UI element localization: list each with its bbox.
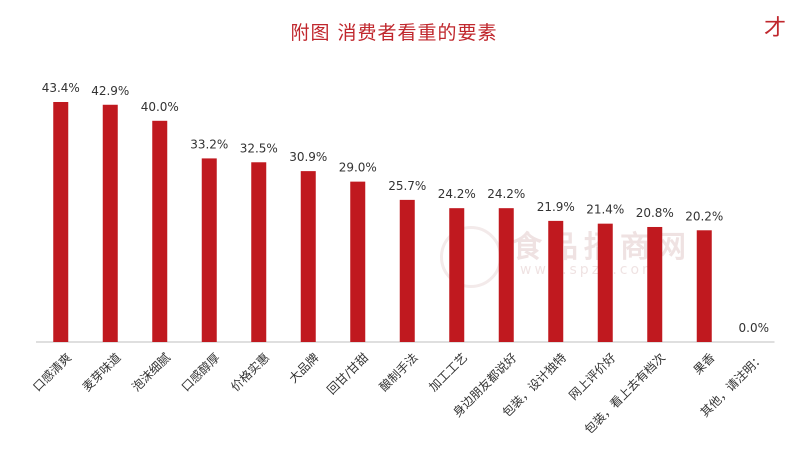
data-label: 25.7% [388, 179, 426, 193]
bar [647, 226, 663, 342]
data-label: 40.0% [141, 100, 179, 114]
data-label: 24.2% [487, 187, 525, 201]
x-tick-label: 口感醇厚 [178, 350, 223, 395]
data-label: 24.2% [438, 187, 476, 201]
bar [350, 181, 366, 342]
data-label: 32.5% [240, 141, 278, 155]
data-label: 43.4% [42, 81, 80, 95]
data-label: 33.2% [190, 137, 228, 151]
bar [251, 162, 267, 342]
x-tick-label: 网上评价好 [566, 350, 618, 402]
bar [498, 208, 514, 342]
data-label: 42.9% [91, 84, 129, 98]
corner-mark: 才 [763, 16, 786, 41]
bar [449, 208, 465, 342]
x-tick-label: 回甘/甘甜 [324, 350, 371, 397]
x-tick-label: 口感清爽 [30, 350, 75, 395]
data-label: 20.2% [685, 209, 723, 223]
x-tick-label: 酿制手法 [376, 350, 421, 395]
x-tick-label: 价格实惠 [228, 350, 273, 395]
bar [696, 230, 712, 342]
chart-title: 附图 消费者看重的要素 [290, 22, 498, 44]
bar [399, 199, 415, 342]
data-label: 30.9% [289, 150, 327, 164]
bar [152, 120, 168, 342]
x-tick-label: 加工工艺 [426, 350, 470, 394]
bar [300, 171, 316, 342]
bar [548, 220, 564, 342]
data-label: 0.0% [739, 321, 770, 335]
x-tick-label: 泡沫细腻 [129, 350, 173, 394]
data-label: 21.4% [586, 203, 624, 217]
x-tick-label: 麦芽味道 [80, 350, 124, 394]
data-label: 29.0% [339, 161, 377, 175]
data-label: 21.9% [537, 200, 575, 214]
x-tick-label: 大品牌 [286, 350, 321, 385]
bar [597, 223, 613, 342]
bar [102, 104, 118, 342]
x-tick-label: 果香 [691, 350, 718, 377]
bar [53, 101, 69, 342]
bar [201, 158, 217, 342]
data-label: 20.8% [636, 206, 674, 220]
